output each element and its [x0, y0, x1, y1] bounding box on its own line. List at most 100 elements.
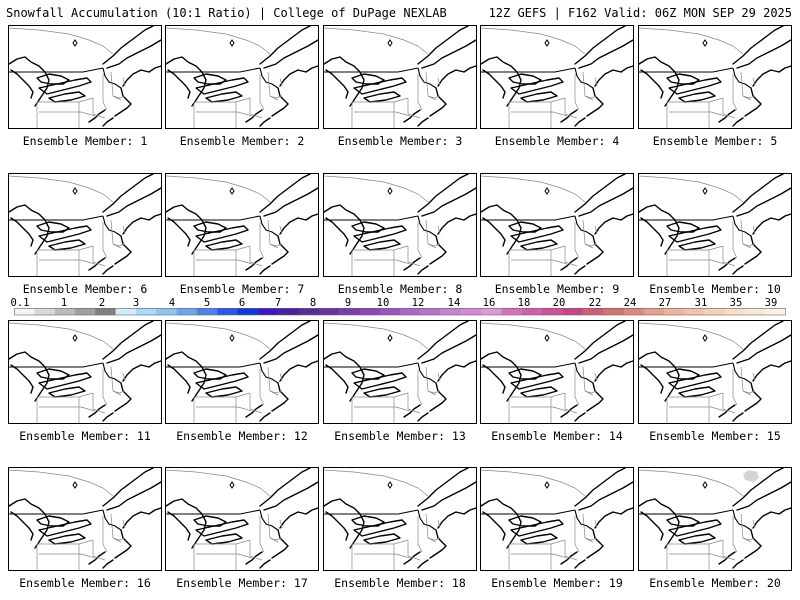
northeast-us-map [166, 26, 318, 128]
colorbar-tick-label: 12 [411, 297, 425, 309]
ensemble-member-label: Ensemble Member: 6 [22, 282, 148, 296]
ensemble-member-label: Ensemble Member: 9 [494, 282, 620, 296]
ensemble-member-label: Ensemble Member: 8 [337, 282, 463, 296]
colorbar-swatch [339, 308, 360, 315]
colorbar-labels: 0.1 1 2 3 4 5 6 7 8 9 10 12 14 16 18 20 22 24 27 31 35 39 [10, 297, 786, 309]
northeast-us-map [481, 321, 633, 423]
colorbar-swatch [14, 308, 35, 315]
colorbar-swatch [562, 308, 584, 315]
map-panel [480, 320, 634, 424]
northeast-us-map [639, 321, 791, 423]
colorbar-tick-label: 31 [694, 297, 708, 309]
ensemble-member-label: Ensemble Member: 3 [337, 134, 463, 148]
ensemble-member-label: Ensemble Member: 19 [491, 576, 623, 590]
colorbar-tick-label: 35 [729, 297, 743, 309]
ensemble-member-label: Ensemble Member: 12 [176, 429, 308, 443]
colorbar-tick-label: 5 [203, 297, 211, 309]
ensemble-member-label: Ensemble Member: 18 [334, 576, 466, 590]
colorbar-tick-label: 6 [238, 297, 246, 309]
colorbar-tick-label: 3 [132, 297, 140, 309]
map-panel [8, 25, 162, 129]
ensemble-member-label: Ensemble Member: 1 [22, 134, 148, 148]
colorbar-swatch [237, 308, 259, 315]
northeast-us-map [481, 26, 633, 128]
colorbar-swatch [298, 308, 320, 315]
map-panel [8, 467, 162, 571]
colorbar-swatch [359, 308, 380, 315]
northeast-us-map [324, 468, 476, 570]
northeast-us-map [9, 321, 161, 423]
northeast-us-map [481, 174, 633, 276]
colorbar-swatch [684, 308, 706, 315]
colorbar-swatch [196, 308, 218, 315]
colorbar-swatch [582, 308, 604, 315]
colorbar-tick-label: 0.1 [10, 297, 30, 309]
map-panel [8, 173, 162, 277]
northeast-us-map [639, 174, 791, 276]
map-panel [480, 173, 634, 277]
colorbar-swatch [501, 308, 523, 315]
map-panel [638, 467, 792, 571]
colorbar-tick-label: 22 [588, 297, 602, 309]
colorbar-tick-label: 39 [764, 297, 778, 309]
map-panel [323, 173, 477, 277]
colorbar-tick-label: 16 [482, 297, 496, 309]
map-panel [165, 25, 319, 129]
ensemble-member-label: Ensemble Member: 5 [652, 134, 778, 148]
colorbar-tick-label: 7 [274, 297, 282, 309]
colorbar-swatch [643, 308, 665, 315]
colorbar-swatch [400, 308, 421, 315]
ensemble-member-label: Ensemble Member: 7 [179, 282, 305, 296]
colorbar-swatch [278, 308, 299, 315]
colorbar-swatch [54, 308, 76, 315]
northeast-us-map [166, 468, 318, 570]
map-panel [323, 467, 477, 571]
ensemble-member-label: Ensemble Member: 2 [179, 134, 305, 148]
map-panel [638, 320, 792, 424]
colorbar-swatch [34, 308, 55, 315]
colorbar-swatch [115, 308, 137, 315]
map-panel [638, 25, 792, 129]
colorbar-tick-label: 4 [168, 297, 176, 309]
snow-accumulation-area [743, 470, 759, 482]
colorbar-swatch [420, 308, 441, 315]
colorbar-tick-label: 9 [344, 297, 352, 309]
northeast-us-map [639, 468, 791, 570]
colorbar-tick-label: 1 [60, 297, 68, 309]
ensemble-member-label: Ensemble Member: 17 [176, 576, 308, 590]
colorbar-frame [14, 308, 786, 316]
map-panel [8, 320, 162, 424]
colorbar-swatch [623, 308, 645, 315]
northeast-us-map [324, 26, 476, 128]
ensemble-member-label: Ensemble Member: 10 [649, 282, 781, 296]
colorbar-swatch [521, 308, 543, 315]
colorbar-tick-label: 24 [623, 297, 637, 309]
colorbar-tick-label: 14 [447, 297, 461, 309]
northeast-us-map [9, 26, 161, 128]
colorbar-tick-label: 8 [309, 297, 317, 309]
ensemble-member-label: Ensemble Member: 11 [19, 429, 151, 443]
colorbar-swatch [481, 308, 502, 315]
colorbar-tick-label: 2 [98, 297, 106, 309]
colorbar-swatch [217, 308, 238, 315]
northeast-us-map [639, 26, 791, 128]
colorbar-swatch [745, 308, 766, 315]
northeast-us-map [481, 468, 633, 570]
map-panel [480, 25, 634, 129]
colorbar-tick-label: 27 [658, 297, 672, 309]
colorbar-swatch [542, 308, 563, 315]
colorbar-swatch [74, 308, 96, 315]
colorbar-swatch [257, 308, 279, 315]
colorbar-swatch [156, 308, 177, 315]
colorbar-swatch [603, 308, 624, 315]
ensemble-member-label: Ensemble Member: 14 [491, 429, 623, 443]
northeast-us-map [324, 321, 476, 423]
map-panel [165, 173, 319, 277]
northeast-us-map [166, 321, 318, 423]
map-panel [323, 25, 477, 129]
ensemble-member-label: Ensemble Member: 16 [19, 576, 151, 590]
colorbar-swatch [135, 308, 157, 315]
colorbar-swatch [460, 308, 482, 315]
map-panel [480, 467, 634, 571]
ensemble-member-label: Ensemble Member: 20 [649, 576, 781, 590]
